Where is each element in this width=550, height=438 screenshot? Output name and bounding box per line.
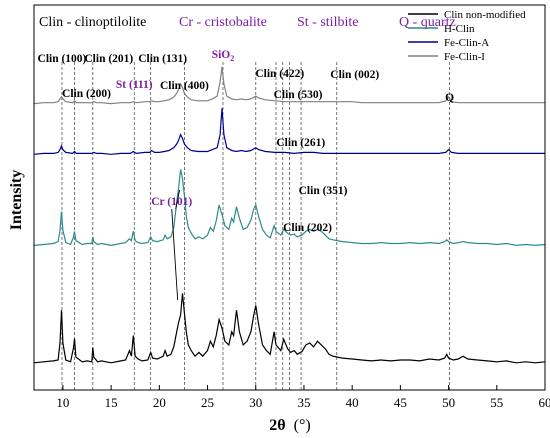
peak-label-10: Q xyxy=(445,92,454,104)
series-line-3 xyxy=(33,66,545,105)
x-tick-label: 15 xyxy=(105,395,118,410)
peak-label-6: SiO2 xyxy=(212,49,235,63)
peak-label-11: Clin (261) xyxy=(276,137,325,149)
legend: Clin non-modified H-Clin Fe-Clin-A Fe-Clin-… xyxy=(408,9,526,63)
x-axis-label: 2θ (°) xyxy=(269,417,310,434)
peak-label-0: Clin (100) xyxy=(38,53,87,65)
x-tick-label: 30 xyxy=(249,395,262,410)
peak-label-2: Clin (201) xyxy=(84,53,133,65)
peak-label-8: Clin (530) xyxy=(274,89,323,101)
key-q: Q - quartz xyxy=(399,15,456,30)
key-cr: Cr - cristobalite xyxy=(179,15,267,30)
peak-annotations: Clin (100) Clin (200) Clin (201) St (111) Cl… xyxy=(38,49,455,234)
series-lines xyxy=(33,66,546,364)
legend-label-3: Fe-Clin-I xyxy=(444,51,485,63)
x-tick-label: 25 xyxy=(201,395,214,410)
cr-arrow-line xyxy=(175,189,181,210)
legend-label-2: Fe-Clin-A xyxy=(444,37,489,49)
x-tick-label: 20 xyxy=(153,395,166,410)
x-axis-ticks: 10 15 20 25 30 35 40 45 50 55 60 xyxy=(56,385,550,410)
peak-label-1: Clin (200) xyxy=(62,88,111,100)
x-axis-label-main: 2θ xyxy=(269,417,285,434)
key-st: St - stilbite xyxy=(297,15,358,30)
peak-label-14: Cr (101) xyxy=(151,196,192,208)
series-line-2 xyxy=(33,108,545,155)
x-tick-label: 50 xyxy=(442,395,455,410)
reference-lines xyxy=(61,62,450,390)
peak-label-12: Clin (351) xyxy=(299,185,348,197)
cr-arrow-line xyxy=(171,208,179,301)
x-axis-label-unit: (°) xyxy=(294,417,311,434)
peak-label-5: Clin (400) xyxy=(160,80,209,92)
peak-label-7: Clin (422) xyxy=(255,68,304,80)
x-tick-label: 35 xyxy=(297,395,310,410)
x-tick-label: 60 xyxy=(539,395,550,410)
legend-label-1: H-Clin xyxy=(444,23,475,35)
key-clin: Clin - clinoptilolite xyxy=(39,15,146,30)
y-axis-label: Intensity xyxy=(8,170,25,230)
series-line-0 xyxy=(33,293,546,364)
x-tick-label: 10 xyxy=(56,395,69,410)
x-tick-label: 40 xyxy=(346,395,359,410)
peak-label-4: Clin (131) xyxy=(138,53,187,65)
peak-label-13: Clin (202) xyxy=(283,222,332,234)
peak-label-3: St (111) xyxy=(116,79,153,91)
x-tick-label: 45 xyxy=(394,395,407,410)
peak-label-9: Clin (002) xyxy=(330,69,379,81)
legend-label-0: Clin non-modified xyxy=(444,9,526,21)
cristobalite-arrows xyxy=(171,189,181,301)
x-tick-label: 55 xyxy=(490,395,503,410)
series-line-1 xyxy=(33,169,546,247)
plot-frame xyxy=(33,4,546,391)
